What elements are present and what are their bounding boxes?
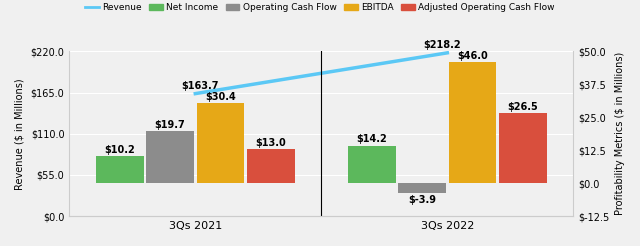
Text: $10.2: $10.2 <box>104 145 135 155</box>
Legend: Revenue, Net Income, Operating Cash Flow, EBITDA, Adjusted Operating Cash Flow: Revenue, Net Income, Operating Cash Flow… <box>82 0 558 16</box>
Text: $19.7: $19.7 <box>155 120 186 130</box>
Bar <box>247 149 295 183</box>
Bar <box>146 131 194 183</box>
Bar <box>449 62 497 183</box>
Bar <box>96 156 143 183</box>
Text: $26.5: $26.5 <box>508 102 538 112</box>
Bar <box>398 183 446 194</box>
Y-axis label: Revenue ($ in Millions): Revenue ($ in Millions) <box>15 78 25 190</box>
Text: $13.0: $13.0 <box>255 138 286 148</box>
Text: $46.0: $46.0 <box>457 51 488 61</box>
Bar <box>348 146 396 183</box>
Text: $-3.9: $-3.9 <box>408 195 436 205</box>
Bar <box>499 113 547 183</box>
Y-axis label: Profitability Metrics ($ in Millions): Profitability Metrics ($ in Millions) <box>615 52 625 215</box>
Text: $218.2: $218.2 <box>424 40 461 50</box>
Text: $14.2: $14.2 <box>356 135 387 144</box>
Text: $163.7: $163.7 <box>182 81 219 91</box>
Bar <box>196 103 244 183</box>
Text: $30.4: $30.4 <box>205 92 236 102</box>
